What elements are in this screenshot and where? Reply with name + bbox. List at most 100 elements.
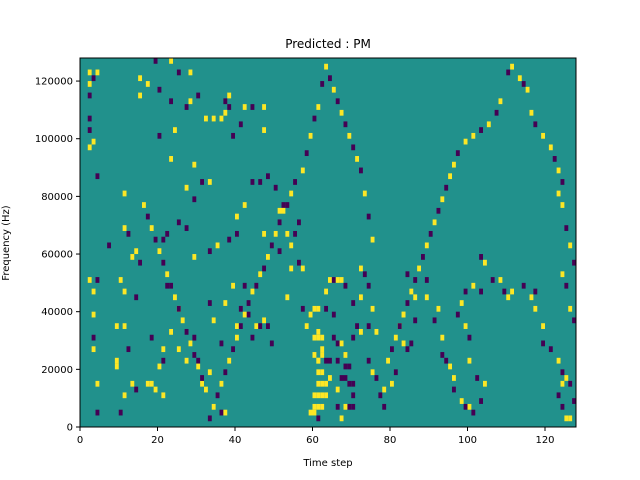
heatmap-cell-low bbox=[479, 254, 484, 260]
heatmap-cell-low bbox=[335, 403, 340, 410]
heatmap-cell-low bbox=[250, 104, 255, 110]
y-tick-label: 60000 bbox=[41, 250, 73, 261]
heatmap-cell-high bbox=[413, 294, 418, 301]
heatmap-cell-high bbox=[436, 305, 441, 312]
heatmap-cell-high bbox=[498, 98, 503, 105]
heatmap-cell-low bbox=[207, 300, 212, 306]
heatmap-cell-low bbox=[475, 375, 480, 381]
heatmap-cell-high bbox=[533, 305, 538, 312]
heatmap-cell-high bbox=[308, 132, 313, 139]
heatmap-cell-low bbox=[254, 282, 259, 289]
heatmap-cell-high bbox=[320, 369, 325, 376]
heatmap-cell-low bbox=[161, 259, 166, 266]
heatmap-cell-low bbox=[572, 317, 577, 324]
heatmap-cell-high bbox=[145, 380, 150, 387]
heatmap-cell-high bbox=[122, 190, 127, 197]
heatmap-cell-high bbox=[568, 242, 573, 249]
heatmap-cell-high bbox=[312, 392, 317, 399]
heatmap-cell-low bbox=[281, 202, 286, 208]
heatmap-cell-high bbox=[316, 328, 321, 335]
heatmap-cell-high bbox=[223, 109, 228, 116]
heatmap-cell-high bbox=[258, 271, 263, 278]
heatmap-cell-low bbox=[359, 167, 363, 174]
heatmap-cell-low bbox=[440, 352, 445, 358]
heatmap-cell-low bbox=[126, 346, 131, 353]
heatmap-cell-low bbox=[366, 213, 371, 220]
heatmap-cell-low bbox=[300, 305, 305, 312]
heatmap-cell-high bbox=[328, 277, 332, 283]
heatmap-cell-high bbox=[374, 328, 379, 335]
heatmap-cell-high bbox=[130, 254, 135, 260]
y-axis-label: Frequency (Hz) bbox=[1, 205, 12, 281]
heatmap-cell-low bbox=[541, 340, 546, 347]
heatmap-cell-high bbox=[219, 115, 224, 122]
heatmap-cell-low bbox=[564, 225, 569, 231]
heatmap-cell-high bbox=[370, 369, 375, 376]
heatmap-cell-low bbox=[556, 392, 561, 399]
heatmap-cell-high bbox=[409, 288, 414, 295]
y-tick-label: 20000 bbox=[41, 365, 73, 376]
heatmap-cell-low bbox=[479, 127, 484, 133]
heatmap-cell-low bbox=[250, 179, 255, 185]
heatmap-cell-high bbox=[320, 380, 325, 387]
heatmap-cell-high bbox=[417, 265, 422, 272]
heatmap-cell-high bbox=[242, 104, 247, 110]
heatmap-cell-low bbox=[277, 248, 282, 255]
heatmap-cell-high bbox=[339, 415, 344, 422]
x-tick-label: 120 bbox=[535, 435, 554, 446]
heatmap-cell-high bbox=[312, 352, 317, 358]
heatmap-cell-low bbox=[266, 323, 270, 329]
heatmap-cell-high bbox=[560, 271, 565, 278]
heatmap-cell-high bbox=[91, 311, 96, 318]
heatmap-cell-high bbox=[91, 288, 96, 295]
heatmap-cell-low bbox=[343, 375, 348, 381]
heatmap-cell-high bbox=[277, 207, 282, 214]
heatmap-cell-high bbox=[207, 179, 212, 185]
heatmap-cell-high bbox=[157, 248, 162, 255]
heatmap-cell-high bbox=[87, 144, 92, 151]
heatmap-cell-high bbox=[510, 63, 515, 70]
heatmap-cell-low bbox=[428, 230, 433, 237]
heatmap-cell-high bbox=[517, 75, 522, 82]
heatmap-cell-high bbox=[87, 81, 92, 87]
heatmap-cell-low bbox=[331, 311, 336, 318]
heatmap-cell-low bbox=[471, 409, 476, 416]
heatmap-cell-high bbox=[285, 230, 290, 237]
heatmap-cell-low bbox=[134, 294, 139, 301]
heatmap-cell-low bbox=[366, 282, 371, 289]
heatmap-cell-high bbox=[424, 294, 429, 301]
y-tick-label: 40000 bbox=[41, 307, 73, 318]
heatmap-cell-high bbox=[169, 328, 174, 335]
heatmap-cell-low bbox=[153, 58, 158, 64]
heatmap-cell-high bbox=[448, 363, 453, 370]
heatmap-cell-high bbox=[188, 340, 193, 347]
heatmap-cell-high bbox=[142, 202, 146, 208]
heatmap-cell-low bbox=[432, 317, 437, 324]
heatmap-cell-low bbox=[293, 179, 298, 185]
heatmap-cell-low bbox=[343, 121, 348, 128]
heatmap-cell-high bbox=[320, 352, 325, 358]
heatmap-cell-low bbox=[347, 403, 352, 410]
heatmap-cell-low bbox=[176, 305, 181, 312]
heatmap-cell-low bbox=[95, 409, 100, 416]
heatmap-cell-low bbox=[479, 398, 484, 404]
x-tick-label: 100 bbox=[458, 435, 477, 446]
heatmap-cell-high bbox=[424, 242, 429, 249]
heatmap-cell-low bbox=[169, 98, 174, 105]
heatmap-cell-low bbox=[463, 403, 468, 410]
heatmap-cell-low bbox=[269, 340, 274, 347]
heatmap-cell-low bbox=[200, 179, 205, 185]
y-tick-label: 100000 bbox=[35, 134, 73, 145]
heatmap-cell-high bbox=[529, 294, 534, 301]
heatmap-cell-low bbox=[91, 75, 96, 82]
heatmap-cell-high bbox=[308, 409, 313, 416]
heatmap-cell-low bbox=[328, 357, 332, 364]
heatmap-cell-low bbox=[479, 288, 484, 295]
heatmap-cell-low bbox=[355, 323, 360, 329]
heatmap-cell-high bbox=[320, 346, 325, 353]
heatmap-cell-low bbox=[165, 282, 170, 289]
heatmap-cell-high bbox=[207, 369, 212, 376]
heatmap-cell-high bbox=[339, 340, 344, 347]
heatmap-cell-low bbox=[192, 334, 197, 341]
